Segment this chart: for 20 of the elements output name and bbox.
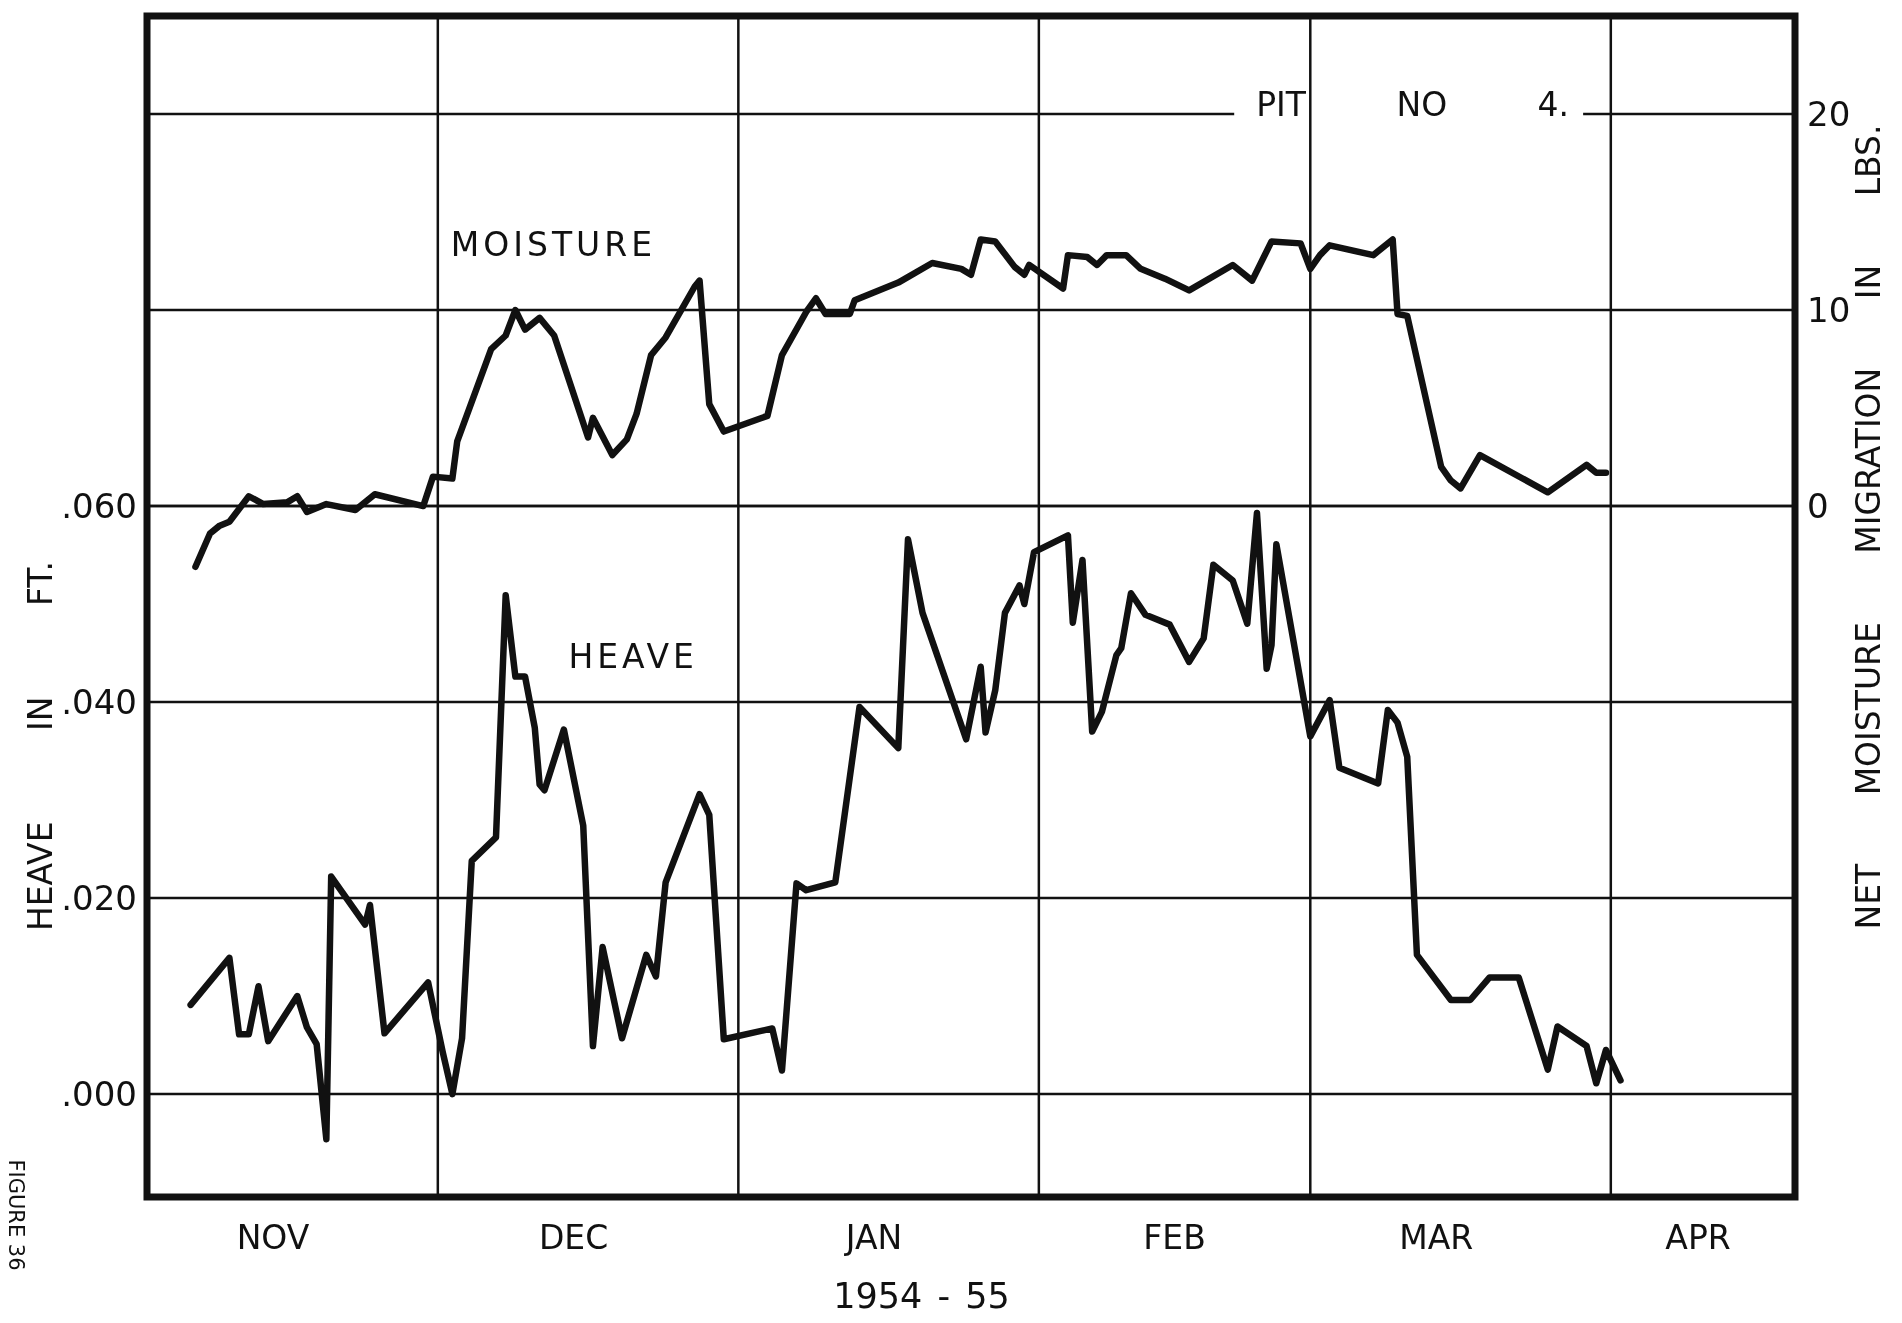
- x-tick-label: MAR: [1399, 1217, 1474, 1257]
- x-tick-label: DEC: [538, 1217, 609, 1257]
- y-axis-title: HEAVE IN FT.: [20, 560, 60, 932]
- y-tick-label: .040: [61, 682, 137, 723]
- y2-axis-title: NET MOISTURE MIGRATION IN LBS.: [1848, 124, 1888, 930]
- y2-tick-label: 0: [1807, 486, 1829, 527]
- series-label: MOISTURE: [450, 224, 657, 264]
- y-tick-label: .060: [61, 486, 137, 527]
- x-axis-title: 1954 - 55: [833, 1276, 1010, 1316]
- y2-tick-label: 20: [1807, 94, 1851, 135]
- y2-tick-label: 10: [1807, 290, 1851, 331]
- text: PIT NO 4.: [1256, 84, 1570, 124]
- x-tick-label: APR: [1665, 1217, 1731, 1257]
- y-tick-label: .000: [61, 1074, 137, 1115]
- x-tick-label: JAN: [843, 1217, 903, 1257]
- caption: FIGURE 36: [4, 1159, 28, 1271]
- series-label: HEAVE: [568, 636, 698, 676]
- x-tick-label: NOV: [236, 1217, 310, 1257]
- x-tick-label: FEB: [1143, 1217, 1206, 1257]
- y-tick-label: .020: [61, 878, 137, 919]
